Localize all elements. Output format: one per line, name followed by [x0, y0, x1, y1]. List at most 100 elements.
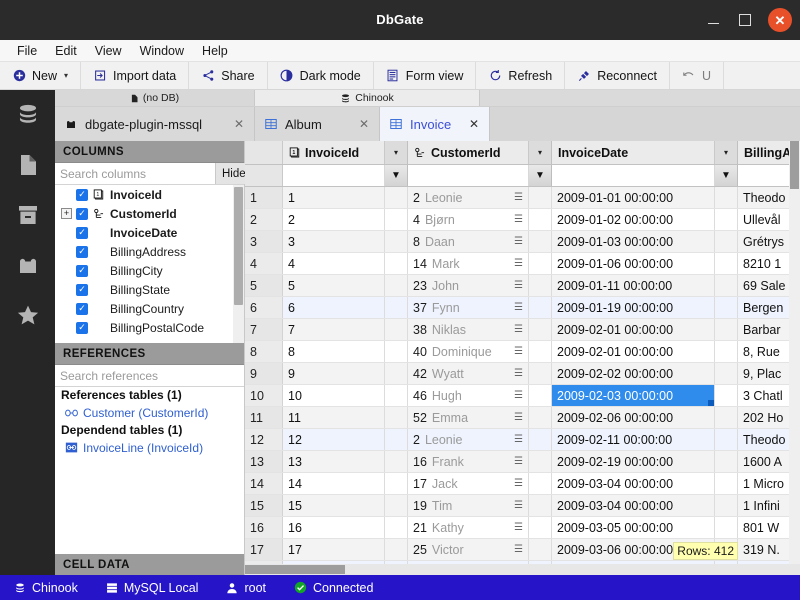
cell-customerid[interactable]: 38 Niklas ☰: [408, 319, 529, 340]
row-number[interactable]: 17: [245, 539, 283, 560]
cell-customerid[interactable]: 25 Victor ☰: [408, 539, 529, 560]
row-number[interactable]: 16: [245, 517, 283, 538]
row-number[interactable]: 3: [245, 231, 283, 252]
maximize-button[interactable]: [730, 7, 760, 33]
column-item-billingcity[interactable]: ✓ BillingCity: [55, 261, 244, 280]
rail-item-favorites[interactable]: [0, 290, 55, 340]
cell-invoiceid[interactable]: 16: [283, 517, 385, 538]
checkbox-checked-icon[interactable]: ✓: [76, 264, 88, 277]
column-item-invoiceid[interactable]: ✓ 1 InvoiceId: [55, 185, 244, 204]
menu-item-window[interactable]: Window: [139, 43, 185, 58]
cell-invoiceid[interactable]: 11: [283, 407, 385, 428]
table-row[interactable]: 8 8 40 Dominique ☰ 2009-02-01 00:00:00 8, Rue: [245, 341, 800, 363]
table-row[interactable]: 7 7 38 Niklas ☰ 2009-02-01 00:00:00 Barbar: [245, 319, 800, 341]
table-row[interactable]: 11 11 52 Emma ☰ 2009-02-06 00:00:00 202 Ho: [245, 407, 800, 429]
cell-invoicedate[interactable]: 2009-01-19 00:00:00: [552, 297, 715, 318]
checkbox-checked-icon[interactable]: ✓: [76, 302, 88, 315]
expand-record-icon[interactable]: ☰: [514, 368, 523, 379]
grid-header-billingaddress[interactable]: BillingA: [738, 141, 798, 164]
reference-link-invoiceline[interactable]: InvoiceLine (InvoiceId): [55, 438, 244, 457]
column-item-billingcountry[interactable]: ✓ BillingCountry: [55, 299, 244, 318]
checkbox-checked-icon[interactable]: ✓: [76, 283, 88, 296]
cell-customerid[interactable]: 14 Mark ☰: [408, 253, 529, 274]
minimize-button[interactable]: [698, 7, 728, 33]
grid-header-dropdown-invoiceid[interactable]: ▾: [385, 141, 408, 164]
cell-invoiceid[interactable]: 5: [283, 275, 385, 296]
expand-record-icon[interactable]: ☰: [514, 522, 523, 533]
close-button[interactable]: ✕: [768, 8, 792, 32]
dark-mode-button[interactable]: Dark mode: [268, 62, 374, 89]
cell-customerid[interactable]: 19 Tim ☰: [408, 495, 529, 516]
cell-customerid[interactable]: 8 Daan ☰: [408, 231, 529, 252]
row-number[interactable]: 14: [245, 473, 283, 494]
cell-invoiceid[interactable]: 17: [283, 539, 385, 560]
cell-invoiceid[interactable]: 7: [283, 319, 385, 340]
filter-button-invoicedate[interactable]: ▼: [715, 165, 738, 186]
cell-invoicedate[interactable]: 2009-01-06 00:00:00: [552, 253, 715, 274]
columns-panel-header[interactable]: COLUMNS: [55, 141, 244, 163]
reconnect-button[interactable]: Reconnect: [565, 62, 670, 89]
cell-invoicedate[interactable]: 2009-02-01 00:00:00: [552, 319, 715, 340]
columns-scrollbar[interactable]: [233, 185, 244, 343]
table-row[interactable]: 2 2 4 Bjørn ☰ 2009-01-02 00:00:00 Ullevål: [245, 209, 800, 231]
table-row[interactable]: 15 15 19 Tim ☰ 2009-03-04 00:00:00 1 Infini: [245, 495, 800, 517]
status-connection[interactable]: Connected: [280, 581, 387, 595]
row-number[interactable]: 7: [245, 319, 283, 340]
grid-header-dropdown-invoicedate[interactable]: ▾: [715, 141, 738, 164]
rail-item-archive[interactable]: [0, 190, 55, 240]
menu-item-file[interactable]: File: [17, 43, 38, 58]
grid-header-invoiceid[interactable]: 1 InvoiceId: [283, 141, 385, 164]
menu-item-view[interactable]: View: [94, 43, 122, 58]
references-panel-header[interactable]: REFERENCES: [55, 343, 244, 365]
expand-record-icon[interactable]: ☰: [514, 258, 523, 269]
undo-button[interactable]: U: [670, 62, 724, 89]
expand-record-icon[interactable]: ☰: [514, 302, 523, 313]
rail-item-plugins[interactable]: [0, 240, 55, 290]
cell-customerid[interactable]: 2 Leonie ☰: [408, 429, 529, 450]
close-icon[interactable]: ✕: [468, 117, 479, 131]
cell-invoicedate[interactable]: 2009-03-04 00:00:00: [552, 473, 715, 494]
expand-record-icon[interactable]: ☰: [514, 236, 523, 247]
status-server[interactable]: MySQL Local: [92, 581, 213, 595]
cell-data-panel-header[interactable]: CELL DATA: [55, 554, 244, 576]
filter-input-invoiceid[interactable]: [283, 165, 385, 186]
cell-invoiceid[interactable]: 6: [283, 297, 385, 318]
expand-record-icon[interactable]: ☰: [514, 192, 523, 203]
cell-invoicedate[interactable]: 2009-02-11 00:00:00: [552, 429, 715, 450]
expand-record-icon[interactable]: ☰: [514, 478, 523, 489]
expand-record-icon[interactable]: ☰: [514, 324, 523, 335]
column-item-customerid[interactable]: + ✓ CustomerId: [55, 204, 244, 223]
hide-columns-button[interactable]: Hide: [215, 163, 252, 184]
cell-customerid[interactable]: 40 Dominique ☰: [408, 341, 529, 362]
cell-invoicedate[interactable]: 2009-02-06 00:00:00: [552, 407, 715, 428]
table-row[interactable]: 1 1 2 Leonie ☰ 2009-01-01 00:00:00 Theodo: [245, 187, 800, 209]
cell-customerid[interactable]: 2 Leonie ☰: [408, 187, 529, 208]
checkbox-checked-icon[interactable]: ✓: [76, 188, 88, 201]
status-user[interactable]: root: [212, 581, 280, 595]
cell-invoiceid[interactable]: 15: [283, 495, 385, 516]
row-number[interactable]: 13: [245, 451, 283, 472]
cell-customerid[interactable]: 4 Bjørn ☰: [408, 209, 529, 230]
filter-input-invoicedate[interactable]: [552, 165, 715, 186]
row-number[interactable]: 6: [245, 297, 283, 318]
cell-customerid[interactable]: 52 Emma ☰: [408, 407, 529, 428]
row-number[interactable]: 12: [245, 429, 283, 450]
cell-customerid[interactable]: 42 Wyatt ☰: [408, 363, 529, 384]
row-number[interactable]: 2: [245, 209, 283, 230]
status-database[interactable]: Chinook: [0, 581, 92, 595]
cell-customerid[interactable]: 37 Fynn ☰: [408, 297, 529, 318]
cell-invoiceid[interactable]: 9: [283, 363, 385, 384]
cell-customerid[interactable]: 21 Kathy ☰: [408, 517, 529, 538]
table-row[interactable]: 17 17 25 Victor ☰ 2009-03-06 00:00:00 319 N.: [245, 539, 800, 561]
expand-record-icon[interactable]: ☰: [514, 412, 523, 423]
cell-invoicedate[interactable]: 2009-02-19 00:00:00: [552, 451, 715, 472]
expand-record-icon[interactable]: ☰: [514, 214, 523, 225]
table-row[interactable]: 10 10 46 Hugh ☰ 2009-02-03 00:00:00 3 Chatl: [245, 385, 800, 407]
new-button[interactable]: New ▾: [0, 62, 82, 89]
cell-customerid[interactable]: 16 Frank ☰: [408, 451, 529, 472]
refresh-button[interactable]: Refresh: [476, 62, 566, 89]
filter-button-invoiceid[interactable]: ▼: [385, 165, 408, 186]
cell-invoicedate[interactable]: 2009-02-01 00:00:00: [552, 341, 715, 362]
cell-customerid[interactable]: 46 Hugh ☰: [408, 385, 529, 406]
expand-record-icon[interactable]: ☰: [514, 346, 523, 357]
